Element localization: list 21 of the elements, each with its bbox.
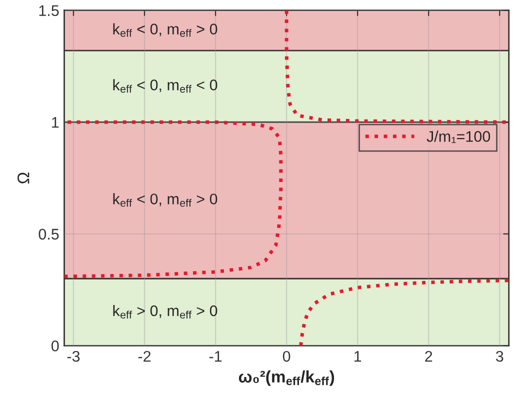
line-series <box>299 278 509 346</box>
band-label: k$_{eff}$ < 0, m$_{eff}$ > 0 <box>113 193 218 207</box>
x-tick-label: 3 <box>496 350 504 362</box>
band-label: k$_{eff}$ > 0, m$_{eff}$ > 0 <box>113 304 218 319</box>
y-tick-label: 1.5 <box>39 5 59 16</box>
y-tick-label: 0 <box>51 340 59 352</box>
y-axis-title: Ω <box>18 172 30 184</box>
band-label: k$_{eff}$ < 0, m$_{eff}$ > 0 <box>113 23 218 37</box>
y-tick-label: 0.5 <box>38 228 59 240</box>
y-tick-label: 1 <box>52 117 59 128</box>
line-series <box>284 10 509 124</box>
x-tick-label: 0 <box>282 350 290 362</box>
x-tick-label: 2 <box>425 350 432 362</box>
x-tick-label: 1 <box>354 351 362 362</box>
x-axis-title: ω₀²(m$_{eff}$/k$_{eff}$) <box>238 370 334 386</box>
x-tick-label: -2 <box>138 350 151 362</box>
x-tick-label: -1 <box>209 351 222 362</box>
legend-label: J/m₁=100 <box>426 130 490 144</box>
line-series <box>64 120 283 278</box>
x-tick-label: -3 <box>67 350 80 362</box>
band-label: k$_{eff}$ < 0, m$_{eff}$ < 0 <box>113 79 218 93</box>
